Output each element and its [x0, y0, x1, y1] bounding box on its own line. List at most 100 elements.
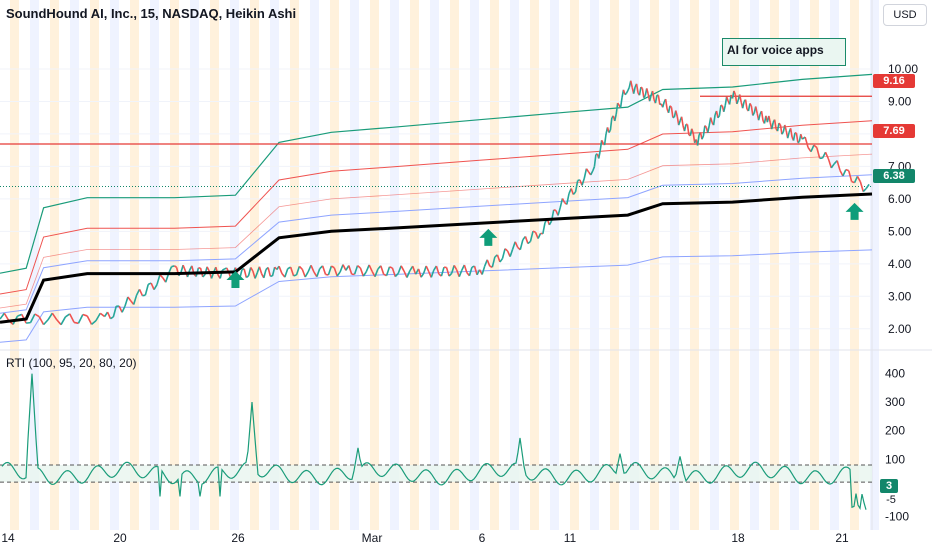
price-segment — [125, 297, 128, 306]
price-segment — [533, 231, 536, 232]
price-segment — [825, 152, 828, 159]
price-badge-last: 6.38 — [873, 169, 915, 183]
price-segment — [647, 88, 648, 94]
session-stripe — [310, 0, 319, 530]
price-segment — [863, 188, 866, 191]
rti-badge-b: -5 — [880, 493, 902, 507]
rti-tick-label: 200 — [885, 424, 905, 438]
price-segment — [727, 97, 728, 101]
price-segment — [264, 270, 266, 278]
session-stripe — [330, 0, 339, 530]
price-segment — [625, 93, 626, 94]
price-segment — [487, 260, 490, 266]
price-segment — [724, 106, 725, 112]
session-stripe — [530, 0, 539, 530]
currency-button[interactable]: USD — [883, 4, 927, 26]
price-segment — [100, 313, 104, 316]
price-segment — [708, 126, 709, 133]
price-segment — [705, 126, 706, 128]
annotation-label: AI for voice apps — [722, 38, 846, 66]
price-segment — [285, 269, 288, 277]
price-segment — [401, 266, 404, 271]
price-segment — [785, 125, 786, 131]
time-tick-label: 26 — [231, 531, 245, 545]
session-stripe — [430, 0, 439, 530]
price-segment — [584, 169, 586, 179]
rti-band-fill — [0, 465, 872, 482]
price-segment — [424, 266, 427, 273]
session-stripe — [750, 0, 759, 530]
price-segment — [505, 249, 508, 251]
session-stripes — [10, 0, 879, 530]
session-stripe — [550, 0, 559, 530]
price-segment — [0, 313, 4, 319]
price-segment — [259, 267, 261, 274]
price-segment — [39, 317, 43, 325]
price-segment — [719, 105, 720, 116]
price-segment — [639, 87, 640, 95]
price-segment — [743, 101, 744, 108]
price-segment — [779, 123, 780, 125]
price-segment — [360, 268, 363, 276]
session-stripe — [370, 0, 379, 530]
price-badge-mid: 7.69 — [873, 124, 915, 138]
session-stripe — [590, 0, 599, 530]
price-segment — [302, 269, 305, 277]
rti-tick-label: -100 — [885, 509, 909, 523]
session-stripe — [450, 0, 459, 530]
price-segment — [641, 87, 642, 88]
price-segment — [441, 267, 444, 276]
session-stripe — [730, 0, 739, 530]
price-segment — [389, 267, 392, 268]
price-segment — [805, 137, 808, 147]
time-tick-label: 18 — [731, 531, 745, 545]
price-segment — [140, 289, 143, 295]
price-tick-label: 2.00 — [888, 322, 912, 336]
price-tick-label: 4.00 — [888, 257, 912, 271]
price-segment — [621, 98, 622, 108]
session-stripe — [90, 0, 99, 530]
time-tick-label: 21 — [835, 531, 849, 545]
session-stripe — [250, 0, 259, 530]
price-segment — [567, 194, 569, 205]
session-stripe — [650, 0, 659, 530]
price-segment — [343, 265, 346, 271]
price-segment — [294, 275, 297, 276]
price-segment — [279, 266, 282, 273]
rti-tick-label: 300 — [885, 395, 905, 409]
price-segment — [502, 249, 505, 259]
price-segment — [340, 265, 343, 272]
price-segment — [560, 198, 562, 207]
price-badge-upper: 9.16 — [873, 74, 915, 88]
price-tick-label: 5.00 — [888, 224, 912, 238]
price-segment — [500, 259, 503, 262]
up-arrow-icon — [846, 203, 864, 220]
session-stripe — [130, 0, 139, 530]
price-segment — [207, 267, 209, 271]
price-segment — [525, 236, 528, 243]
session-stripe — [390, 0, 399, 530]
price-segment — [666, 99, 667, 109]
session-stripe — [270, 0, 279, 530]
price-segment — [145, 284, 148, 295]
rti-tick-label: 400 — [885, 367, 905, 381]
price-segment — [780, 125, 781, 134]
session-stripe — [290, 0, 299, 530]
session-stripe — [690, 0, 699, 530]
price-segment — [83, 315, 87, 316]
price-segment — [685, 124, 686, 131]
price-segment — [543, 223, 545, 234]
rti-tick-label: 100 — [885, 452, 905, 466]
price-segment — [866, 184, 869, 188]
price-segment — [268, 267, 270, 276]
price-segment — [323, 266, 326, 275]
price-segment — [299, 266, 302, 269]
price-segment — [670, 106, 671, 107]
time-tick-label: 11 — [564, 531, 577, 545]
price-segment — [846, 170, 849, 171]
price-segment — [600, 140, 601, 150]
price-segment — [78, 315, 82, 324]
time-tick-label: 14 — [1, 531, 15, 545]
price-tick-label: 3.00 — [888, 289, 912, 303]
